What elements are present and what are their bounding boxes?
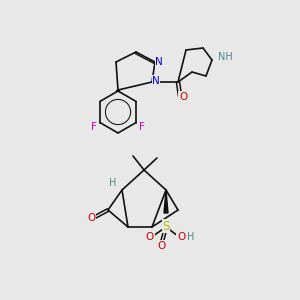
Text: O: O <box>158 241 166 251</box>
Text: H: H <box>109 178 117 188</box>
Text: O: O <box>87 213 95 223</box>
Text: N: N <box>152 76 160 86</box>
Text: O: O <box>177 232 185 242</box>
Text: F: F <box>139 122 145 131</box>
Polygon shape <box>116 90 120 91</box>
Text: F: F <box>91 122 97 131</box>
Polygon shape <box>164 190 168 213</box>
Text: O: O <box>146 232 154 242</box>
Text: O: O <box>179 92 187 102</box>
Text: S: S <box>162 220 170 232</box>
Text: N: N <box>155 57 163 67</box>
Text: H: H <box>187 232 195 242</box>
Text: NH: NH <box>218 52 233 62</box>
